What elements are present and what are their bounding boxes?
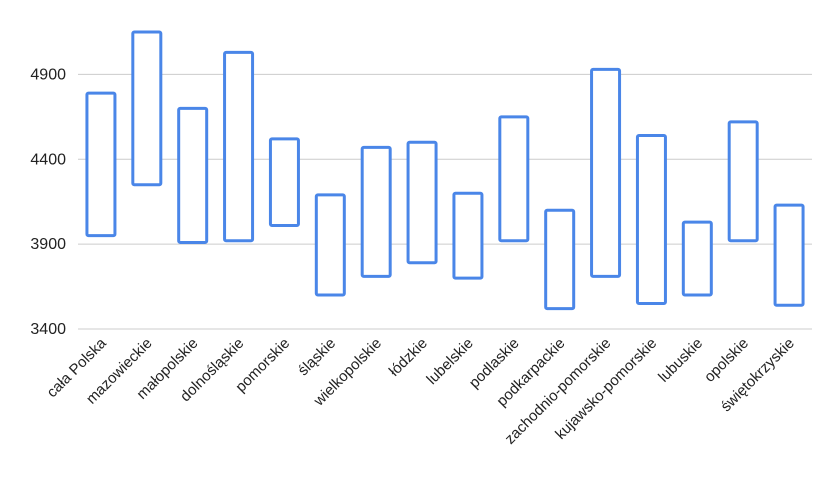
range-bar bbox=[590, 67, 622, 278]
range-bar bbox=[177, 106, 209, 244]
y-tick-label: 4400 bbox=[30, 151, 66, 168]
y-tick-label: 3900 bbox=[30, 236, 66, 253]
x-axis-category-labels: cała Polskamazowieckiemałopolskiedolnośl… bbox=[43, 334, 797, 447]
range-bar bbox=[85, 91, 117, 238]
range-bar bbox=[681, 220, 713, 297]
range-bar bbox=[498, 115, 530, 243]
x-category-label: łódzkie bbox=[386, 335, 431, 380]
range-bars bbox=[85, 30, 805, 311]
range-bar bbox=[544, 208, 576, 311]
y-tick-label: 4900 bbox=[30, 66, 66, 83]
range-bar bbox=[131, 30, 163, 187]
x-category-label: śląskie bbox=[295, 335, 339, 379]
x-category-label: lubuskie bbox=[655, 335, 706, 386]
range-bar bbox=[727, 120, 759, 243]
range-bar bbox=[773, 203, 805, 307]
range-bar bbox=[314, 193, 346, 297]
range-bar bbox=[268, 137, 300, 227]
y-axis-tick-labels: 3400 3900 4400 4900 bbox=[30, 66, 66, 338]
range-bar bbox=[360, 145, 392, 278]
range-bar bbox=[406, 140, 438, 265]
range-bar bbox=[635, 134, 667, 306]
range-bar bbox=[223, 50, 255, 243]
y-tick-label: 3400 bbox=[30, 321, 66, 338]
range-bar bbox=[452, 191, 484, 280]
